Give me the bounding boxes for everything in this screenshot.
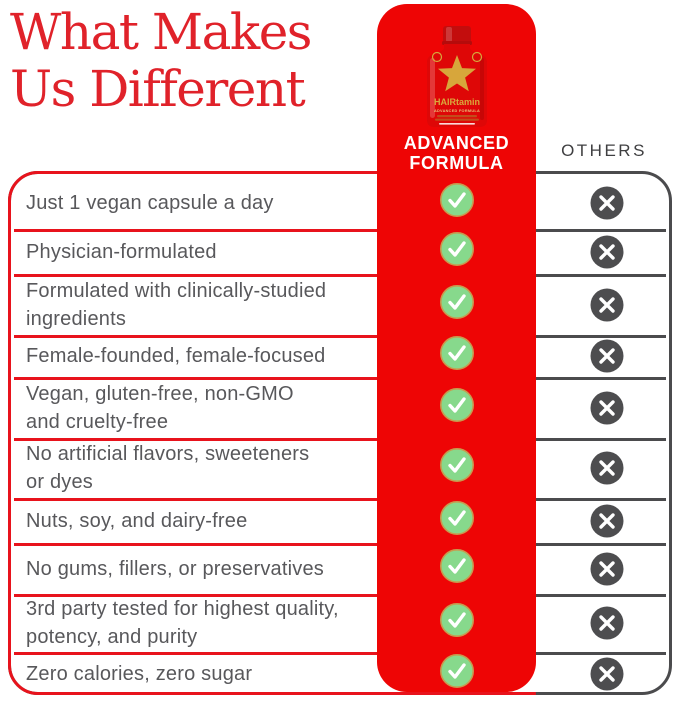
- table-row-label: No artificial flavors, sweeteners or dye…: [26, 443, 310, 493]
- table-row-label: Just 1 vegan capsule a day: [26, 192, 274, 214]
- x-icon: [590, 451, 624, 485]
- label-badge-right: [471, 51, 483, 63]
- table-row-label: 3rd party tested for highest quality, po…: [26, 598, 339, 648]
- star-icon: [438, 55, 476, 92]
- table-row-label: Formulated with clinically-studied ingre…: [26, 279, 327, 330]
- page-title-line2: Us Different: [10, 60, 306, 118]
- table-row-label: Vegan, gluten-free, non-GMO and cruelty-…: [26, 382, 294, 433]
- page-title: What Makes Us Different: [10, 4, 375, 118]
- comparison-table: Just 1 vegan capsule a day Physician-form…: [8, 171, 672, 695]
- row-divider: [14, 377, 666, 380]
- table-row-label: Zero calories, zero sugar: [26, 662, 253, 685]
- row-divider: [14, 335, 666, 338]
- x-icon: [590, 657, 624, 690]
- x-icon: [590, 186, 624, 220]
- row-divider: [14, 594, 666, 597]
- row-divider: [14, 543, 666, 546]
- table-row-label: Nuts, soy, and dairy-free: [26, 509, 248, 532]
- advanced-formula-label: ADVANCED FORMULA: [403, 133, 510, 173]
- x-icon: [590, 606, 624, 640]
- bottle-brand-text: HAIRtamin: [434, 97, 480, 107]
- brand-column: HAIRtamin ADVANCED FORMULA ADVANCED FORM…: [377, 4, 536, 692]
- product-bottle-image: HAIRtamin ADVANCED FORMULA: [427, 26, 487, 127]
- x-icon: [590, 288, 624, 321]
- row-divider: [14, 652, 666, 655]
- bottle-body: [427, 44, 487, 127]
- row-divider: [14, 274, 666, 277]
- label-badge-left: [431, 51, 443, 63]
- x-icon: [590, 235, 624, 268]
- x-icon: [590, 339, 624, 373]
- row-divider: [14, 438, 666, 441]
- page-title-line1: What Makes: [10, 3, 312, 61]
- bottle-subtitle-text: ADVANCED FORMULA: [434, 109, 480, 113]
- others-column-header: OTHERS: [561, 141, 647, 160]
- x-icon: [590, 504, 624, 537]
- x-icon: [590, 391, 624, 424]
- row-divider: [14, 498, 666, 501]
- x-icon: [590, 552, 624, 585]
- table-row-label: Female-founded, female-focused: [26, 345, 326, 367]
- table-row-label: Physician-formulated: [26, 240, 217, 263]
- row-divider: [14, 229, 666, 232]
- table-row-label: No gums, fillers, or preservatives: [26, 557, 325, 580]
- bottle-cap: [443, 26, 471, 43]
